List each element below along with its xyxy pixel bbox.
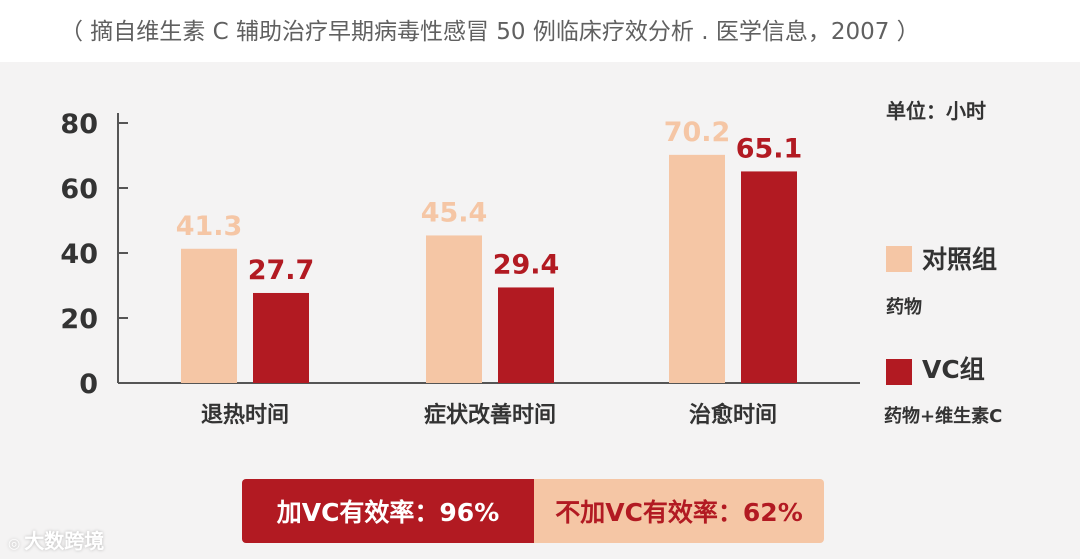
bar-control xyxy=(181,248,237,383)
data-label: 29.4 xyxy=(493,249,560,280)
source-citation: （ 摘自维生素 C 辅助治疗早期病毒性感冒 50 例临床疗效分析 . 医学信息，… xyxy=(60,19,920,45)
data-label: 41.3 xyxy=(176,211,243,242)
y-tick-label: 0 xyxy=(79,369,98,400)
watermark: ◎ 大数跨境 xyxy=(8,525,104,554)
y-tick-label: 40 xyxy=(60,239,98,270)
y-tick-label: 60 xyxy=(60,174,98,205)
chat-bubble-icon: ◎ xyxy=(8,536,21,552)
data-label: 45.4 xyxy=(421,197,488,228)
y-tick-label: 20 xyxy=(60,304,98,335)
y-tick-label: 80 xyxy=(60,109,98,140)
bar-control xyxy=(669,154,725,383)
watermark-text: 大数跨境 xyxy=(24,529,105,553)
legend-label-control: 对照组 xyxy=(922,245,998,274)
data-label: 27.7 xyxy=(248,255,315,286)
rate-with-vc: 加VC有效率：96% xyxy=(242,479,534,543)
unit-label: 单位：小时 xyxy=(886,99,986,123)
legend-desc-vc: 药物+维生素C xyxy=(884,406,1003,427)
x-tick-label: 退热时间 xyxy=(201,402,289,428)
legend-desc-control: 药物 xyxy=(886,297,922,318)
legend-label-vc: VC组 xyxy=(922,355,985,384)
rate-without-vc: 不加VC有效率：62% xyxy=(534,479,824,543)
legend-swatch-vc xyxy=(886,359,912,385)
x-tick-label: 症状改善时间 xyxy=(424,402,556,428)
bar-control xyxy=(426,235,482,383)
bar-vc xyxy=(253,292,309,383)
bar-vc xyxy=(741,171,797,383)
data-label: 65.1 xyxy=(736,133,803,164)
efficacy-rate-bar: 加VC有效率：96% 不加VC有效率：62% xyxy=(242,479,824,543)
x-tick-label: 治愈时间 xyxy=(689,402,777,428)
data-label: 70.2 xyxy=(664,117,731,148)
bar-vc xyxy=(498,287,554,383)
legend-swatch-control xyxy=(886,246,912,272)
